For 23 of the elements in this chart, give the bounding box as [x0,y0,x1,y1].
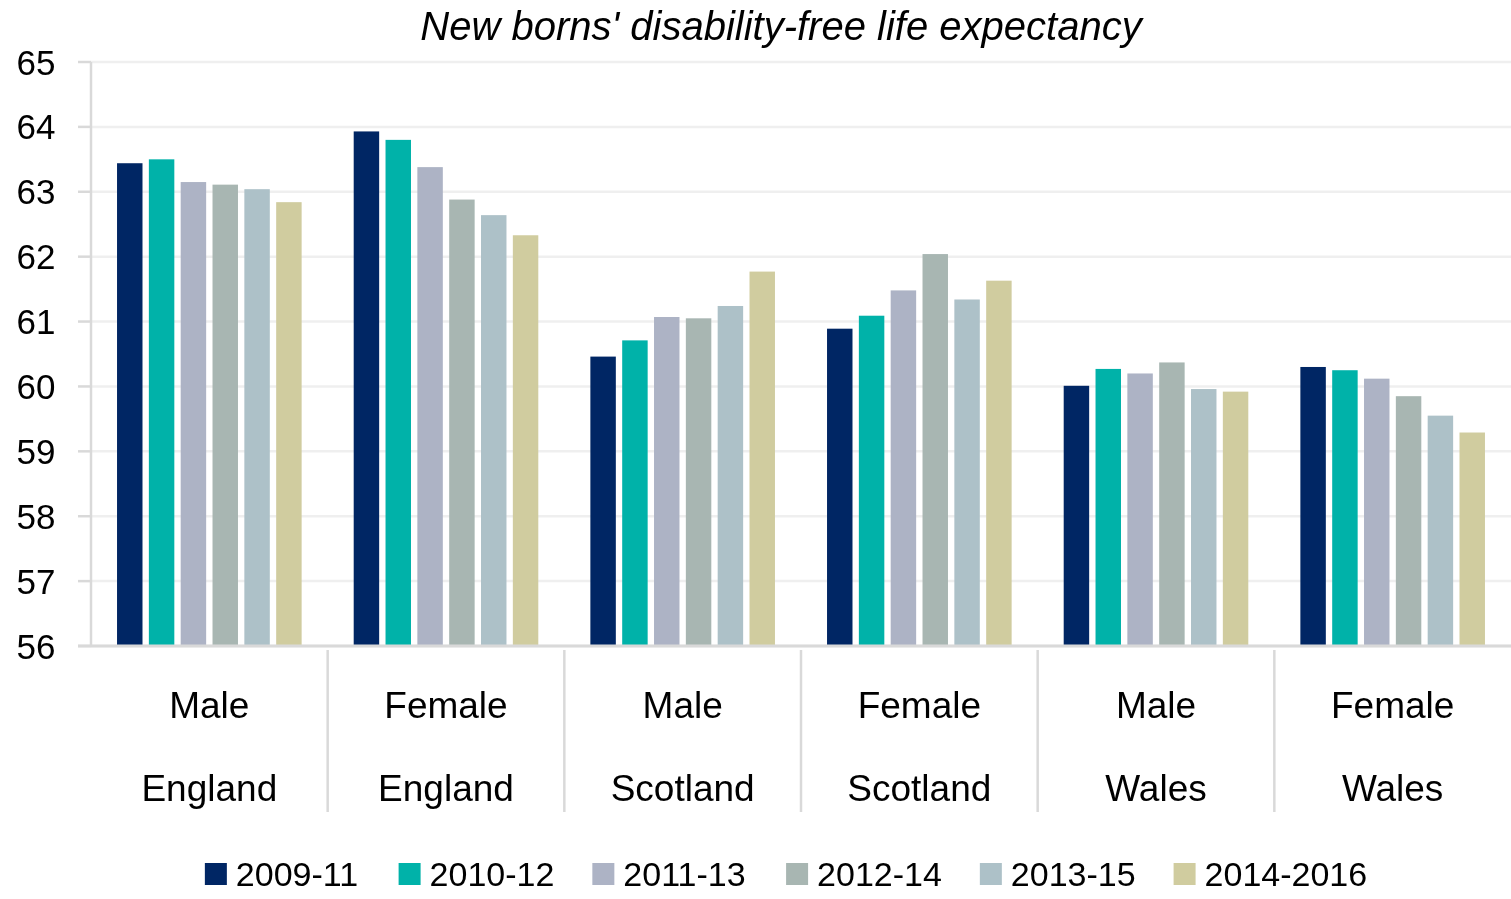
y-tick-label: 64 [16,107,56,147]
legend-label: 2014-2016 [1204,855,1368,894]
y-tick-label: 62 [16,237,56,277]
y-tick-label: 63 [16,172,56,212]
y-tick-label: 59 [16,431,56,471]
y-tick-label: 57 [16,561,56,601]
legend-label: 2013-15 [1010,855,1136,894]
x-tick-label: Female Scotland [847,685,992,809]
legend-label: 2010-12 [429,855,555,894]
y-tick-label: 61 [16,302,56,342]
y-tick-label: 56 [16,626,56,666]
y-tick-label: 58 [16,496,56,536]
chart-title: New borns' disability-free life expectancy [420,4,1145,48]
x-tick-label: Female Wales [1330,685,1455,809]
x-tick-label: Male England [141,685,278,809]
legend-label: 2012-14 [817,855,942,894]
legend-label: 2009-11 [235,855,359,894]
y-tick-label: 65 [16,42,56,82]
x-tick-label: Male Wales [1105,685,1207,809]
legend-label: 2011-13 [623,855,746,894]
x-tick-label: Male Scotland [610,685,755,809]
y-tick-label: 60 [16,367,56,407]
x-tick-label: Female England [378,685,514,809]
